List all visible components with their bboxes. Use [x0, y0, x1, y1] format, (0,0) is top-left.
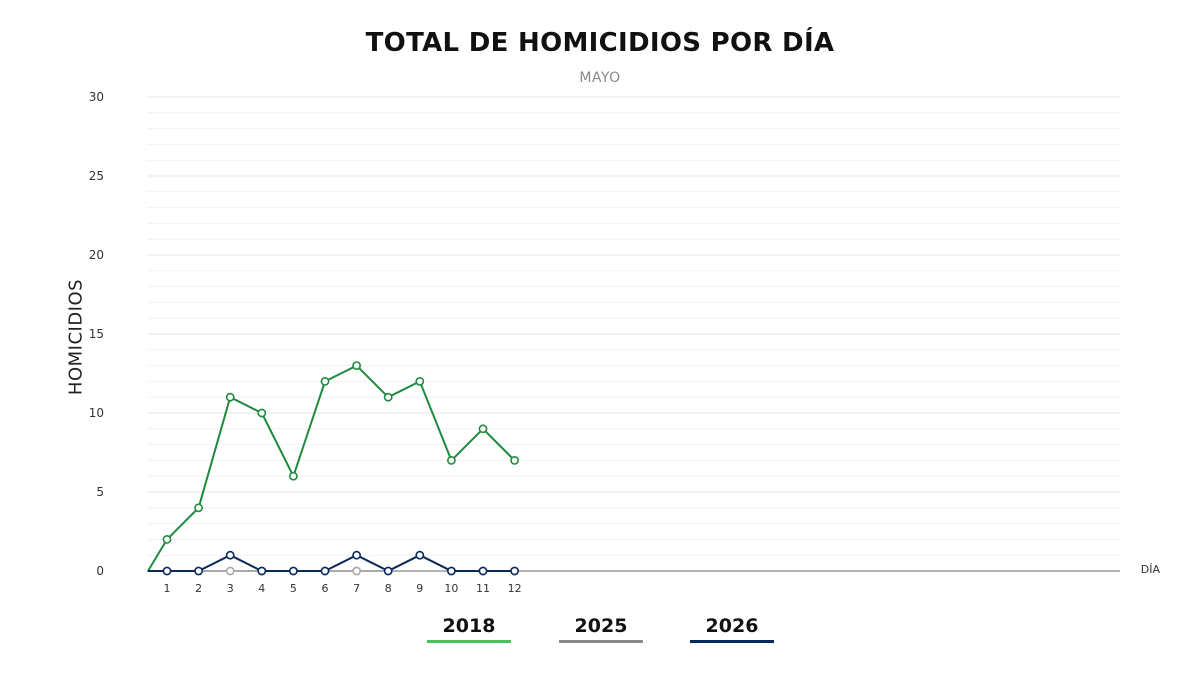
x-tick-label: 1: [164, 582, 171, 595]
data-point-2018: [194, 503, 203, 513]
x-tick-label: 9: [416, 582, 423, 595]
x-tick-label: 4: [258, 582, 265, 595]
legend-item-2025: 2025: [559, 615, 643, 643]
data-point-2026: [162, 566, 172, 576]
data-point-2026: [383, 566, 393, 576]
x-tick-label: 3: [227, 582, 234, 595]
x-tick-label: 6: [322, 582, 329, 595]
data-point-2026: [446, 566, 456, 576]
data-point-2018: [320, 376, 330, 386]
x-tick-label: 5: [290, 582, 297, 595]
data-point-2026: [225, 550, 235, 560]
data-point-2018: [162, 535, 172, 544]
x-tick-label: 7: [353, 582, 360, 595]
x-tick-label: 12: [508, 582, 522, 595]
data-point-2018: [415, 376, 425, 386]
legend-swatch: [427, 640, 511, 643]
y-tick-label: 5: [96, 485, 104, 499]
y-tick-label: 15: [89, 327, 104, 341]
data-point-2018: [352, 361, 361, 370]
data-point-2025: [352, 566, 361, 576]
legend: 2018 2025 2026: [0, 615, 1200, 655]
data-point-2026: [194, 566, 203, 576]
data-point-2026: [320, 566, 330, 576]
y-tick-label: 10: [89, 406, 104, 420]
chart-subtitle: MAYO: [579, 70, 621, 86]
data-point-2018: [257, 408, 267, 418]
data-point-2018: [383, 392, 393, 402]
y-tick-label: 30: [89, 90, 104, 104]
data-point-2026: [510, 566, 519, 576]
series-line-2018: [147, 364, 516, 572]
legend-swatch: [690, 640, 774, 643]
data-point-2026: [478, 566, 488, 576]
legend-swatch: [559, 640, 643, 643]
data-point-2026: [415, 550, 425, 560]
series-line-2026: [148, 554, 515, 572]
y-tick-label: 0: [96, 564, 104, 578]
data-point-2018: [288, 471, 298, 481]
y-tick-label: 25: [89, 169, 104, 183]
data-point-2018: [478, 424, 488, 434]
y-tick-label: 20: [89, 248, 104, 262]
data-point-2018: [510, 455, 519, 465]
x-tick-label: 2: [195, 582, 202, 595]
chart-title: TOTAL DE HOMICIDIOS POR DÍA: [365, 28, 835, 58]
data-point-2026: [257, 566, 267, 576]
data-point-2018: [446, 455, 456, 465]
legend-item-2026: 2026: [690, 615, 774, 643]
legend-label: 2026: [705, 615, 759, 637]
x-tick-label: 10: [444, 582, 458, 595]
legend-label: 2018: [442, 615, 496, 637]
x-tick-label: 8: [385, 582, 392, 595]
data-point-2025: [225, 566, 235, 576]
x-axis-label: DÍA: [1141, 563, 1161, 576]
x-tick-label: 11: [476, 582, 490, 595]
data-point-2026: [352, 550, 361, 560]
legend-label: 2025: [574, 615, 628, 637]
data-point-2026: [288, 566, 298, 576]
legend-item-2018: 2018: [427, 615, 511, 643]
data-point-2018: [225, 392, 235, 402]
